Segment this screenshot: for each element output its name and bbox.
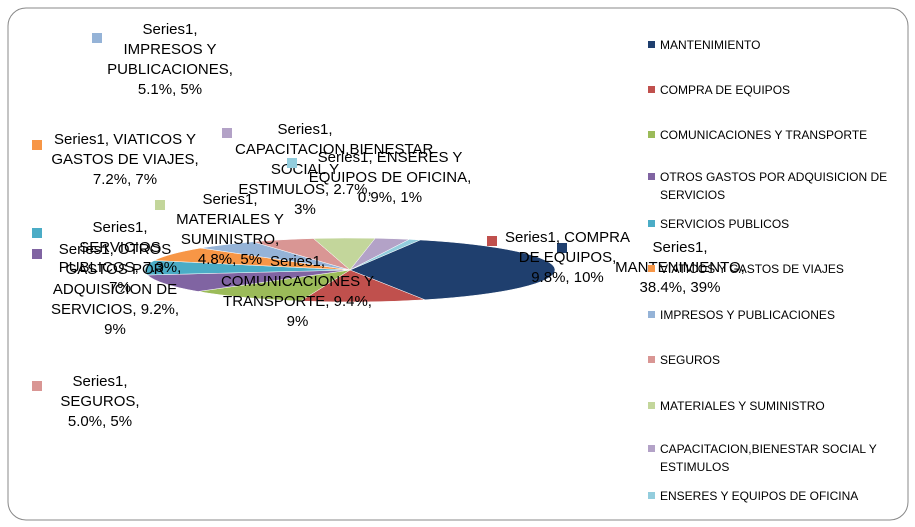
data-label: Series1, COMUNICACIONES Y TRANSPORTE, 9.… — [220, 253, 375, 330]
legend-entry: MATERIALES Y SUMINISTRO — [648, 397, 915, 415]
label-marker — [222, 128, 232, 138]
label-marker — [92, 33, 102, 43]
pie — [144, 237, 556, 303]
data-label: Series1, OTROS GASTOS POR ADQUISICION DE… — [50, 241, 180, 338]
legend-entry: IMPRESOS Y PUBLICACIONES — [648, 306, 915, 324]
legend-entry: SEGUROS — [648, 351, 915, 369]
data-label: Series1, COMPRA DE EQUIPOS, 9.8%, 10% — [504, 229, 631, 286]
pie-slice — [146, 269, 351, 292]
pie-slice — [198, 269, 351, 302]
label-marker — [557, 243, 567, 253]
data-label: Series1, SERVICIOS PUBLICOS, 7.3%, 7% — [58, 219, 182, 296]
legend-entry: COMUNICACIONES Y TRANSPORTE — [648, 126, 915, 144]
legend-marker — [648, 445, 655, 452]
data-label: Series1, MATERIALES Y SUMINISTRO, 4.8%, … — [176, 191, 284, 268]
legend-marker — [648, 41, 655, 48]
legend-marker — [648, 311, 655, 318]
legend-marker — [648, 86, 655, 93]
legend-marker — [648, 173, 655, 180]
legend-entry: SERVICIOS PUBLICOS — [648, 215, 915, 233]
label-marker — [32, 381, 42, 391]
label-marker — [487, 236, 497, 246]
legend-entry: MANTENIMIENTO — [648, 36, 915, 54]
legend-marker — [648, 492, 655, 499]
legend-entry: OTROS GASTOS POR ADQUISICION DE SERVICIO… — [648, 168, 915, 204]
pie-slice — [349, 239, 421, 271]
legend-marker — [648, 402, 655, 409]
label-marker — [32, 228, 42, 238]
label-marker — [287, 158, 297, 168]
label-marker — [32, 140, 42, 150]
legend-marker — [648, 356, 655, 363]
pie-slice — [299, 269, 425, 303]
legend-entry: CAPACITACION,BIENESTAR SOCIAL Y ESTIMULO… — [648, 440, 915, 476]
legend-marker — [648, 131, 655, 138]
data-label: Series1, SEGUROS, 5.0%, 5% — [60, 373, 140, 430]
pie-slice — [349, 239, 556, 301]
pie-slice — [153, 247, 351, 271]
legend-marker — [648, 265, 655, 272]
legend-marker — [648, 220, 655, 227]
data-label: Series1, ENSERES Y EQUIPOS DE OFICINA, 0… — [308, 149, 472, 206]
legend-entry: VIATICOS Y GASTOS DE VIAJES — [648, 260, 915, 278]
label-marker — [155, 200, 165, 210]
data-label: Series1, IMPRESOS Y PUBLICACIONES, 5.1%,… — [107, 21, 233, 98]
legend-entry: COMPRA DE EQUIPOS — [648, 81, 915, 99]
legend-entry: ENSERES Y EQUIPOS DE OFICINA — [648, 487, 915, 505]
label-marker — [32, 249, 42, 259]
data-label: Series1, MANTENIMIENTO, 38.4%, 39% — [615, 239, 745, 296]
data-label: Series1, VIATICOS Y GASTOS DE VIAJES, 7.… — [51, 131, 199, 188]
